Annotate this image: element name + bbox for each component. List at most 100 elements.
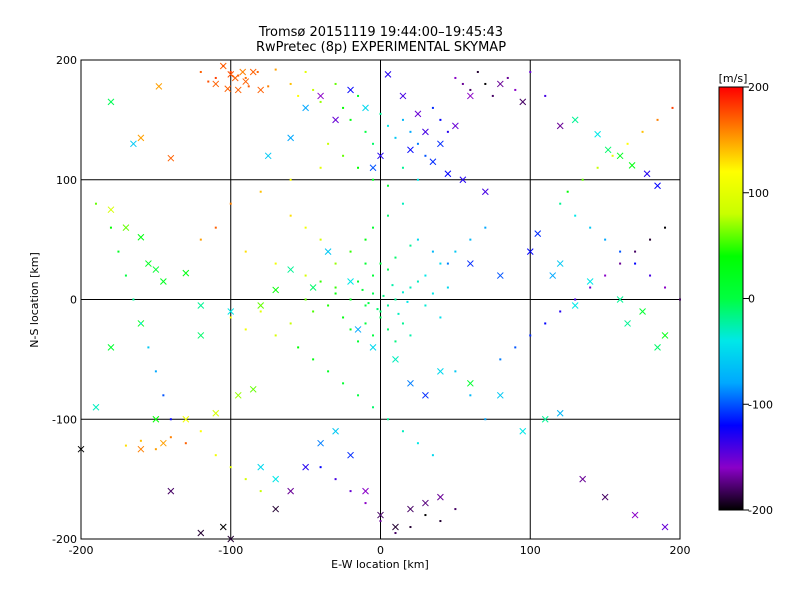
- data-point-x: [160, 278, 167, 285]
- y-tick-label: 0: [70, 294, 77, 307]
- data-point-dot: [469, 394, 472, 397]
- data-point-dot: [229, 202, 232, 205]
- data-point-dot: [274, 68, 277, 71]
- data-point-dot: [409, 334, 412, 337]
- data-point-x: [481, 188, 489, 196]
- data-point-dot: [416, 280, 419, 283]
- y-tick-label: -100: [52, 413, 77, 426]
- data-point-x: [519, 427, 527, 435]
- y-tick-label: 100: [56, 174, 77, 187]
- data-point-dot: [394, 136, 397, 139]
- data-point-dot: [364, 502, 367, 505]
- data-point-dot: [484, 82, 487, 85]
- data-point-x: [369, 344, 377, 351]
- data-point-x: [257, 302, 265, 309]
- data-point-dot: [199, 70, 202, 73]
- data-point-dot: [424, 274, 427, 277]
- data-point-dot: [401, 291, 404, 294]
- data-point-dot: [364, 322, 367, 325]
- data-point-dot: [424, 304, 427, 307]
- data-point-x: [392, 523, 399, 531]
- data-point-x: [324, 248, 332, 255]
- data-point-dot: [297, 346, 300, 349]
- data-point-dot: [671, 106, 674, 109]
- data-point-dot: [589, 226, 592, 229]
- data-point-dot: [416, 142, 419, 145]
- data-point-dot: [184, 442, 187, 445]
- data-point-dot: [446, 130, 449, 133]
- data-point-x: [496, 391, 504, 399]
- data-point-x: [302, 463, 309, 471]
- data-point-x: [155, 82, 163, 90]
- data-point-dot: [619, 262, 622, 265]
- data-point-dot: [349, 250, 352, 253]
- data-point-dot: [649, 274, 652, 277]
- data-point-dot: [634, 250, 637, 253]
- data-point-dot: [244, 328, 247, 331]
- data-point-x: [526, 248, 534, 255]
- data-point-dot: [229, 70, 232, 73]
- data-point-dot: [364, 238, 367, 241]
- data-point-dot: [229, 466, 232, 469]
- data-point-dot: [529, 334, 532, 337]
- data-point-x: [317, 92, 324, 100]
- data-point-x: [437, 140, 444, 148]
- data-point-dot: [372, 406, 375, 409]
- data-point-x: [639, 308, 646, 315]
- data-point-dot: [439, 262, 442, 265]
- data-point-x: [219, 523, 227, 531]
- data-point-x: [145, 260, 152, 267]
- x-tick-label: 100: [520, 544, 541, 557]
- data-point-x: [332, 116, 339, 124]
- data-point-dot: [581, 178, 584, 181]
- data-point-dot: [349, 328, 352, 331]
- data-points: [77, 62, 681, 543]
- data-point-dot: [372, 292, 375, 295]
- data-point-dot: [559, 310, 562, 313]
- data-point-dot: [319, 466, 322, 469]
- data-point-dot: [439, 316, 442, 319]
- data-point-dot: [379, 112, 382, 115]
- y-tick-labels: -200 -100 0 100 200: [52, 54, 77, 546]
- data-point-dot: [117, 250, 120, 253]
- chart-subtitle: RwPretec (8p) EXPERIMENTAL SKYMAP: [256, 40, 506, 55]
- data-point-x: [594, 130, 601, 138]
- data-point-dot: [169, 436, 172, 439]
- data-point-dot: [154, 370, 157, 373]
- data-point-x: [197, 529, 205, 537]
- y-axis-label: N-S location [km]: [28, 252, 41, 348]
- data-point-x: [107, 206, 115, 214]
- data-point-dot: [476, 70, 479, 73]
- data-point-x: [224, 85, 232, 93]
- data-point-x: [661, 523, 669, 531]
- data-point-dot: [514, 88, 517, 91]
- y-tick-label: 200: [56, 54, 77, 67]
- data-point-x: [197, 332, 205, 339]
- data-point-dot: [379, 520, 382, 523]
- data-point-x: [287, 134, 295, 142]
- data-point-dot: [364, 262, 367, 265]
- data-point-dot: [357, 94, 360, 97]
- data-point-x: [287, 487, 295, 495]
- data-point-x: [107, 344, 115, 351]
- data-point-dot: [304, 70, 307, 73]
- data-point-dot: [514, 346, 517, 349]
- data-point-dot: [424, 154, 427, 157]
- data-point-x: [407, 379, 414, 387]
- data-point-dot: [244, 478, 247, 481]
- data-point-x: [287, 266, 295, 273]
- data-point-dot: [342, 106, 345, 109]
- data-point-dot: [342, 154, 345, 157]
- data-point-x: [272, 505, 280, 513]
- x-tick-label: -200: [69, 544, 94, 557]
- data-point-x: [272, 475, 280, 483]
- data-point-dot: [334, 292, 337, 295]
- data-point-dot: [297, 94, 300, 97]
- data-point-dot: [409, 526, 412, 529]
- data-point-dot: [406, 300, 409, 303]
- data-point-x: [429, 158, 437, 166]
- data-point-x: [601, 493, 609, 501]
- data-point-dot: [401, 166, 404, 169]
- data-point-x: [407, 146, 414, 154]
- grid-lines: [81, 60, 680, 539]
